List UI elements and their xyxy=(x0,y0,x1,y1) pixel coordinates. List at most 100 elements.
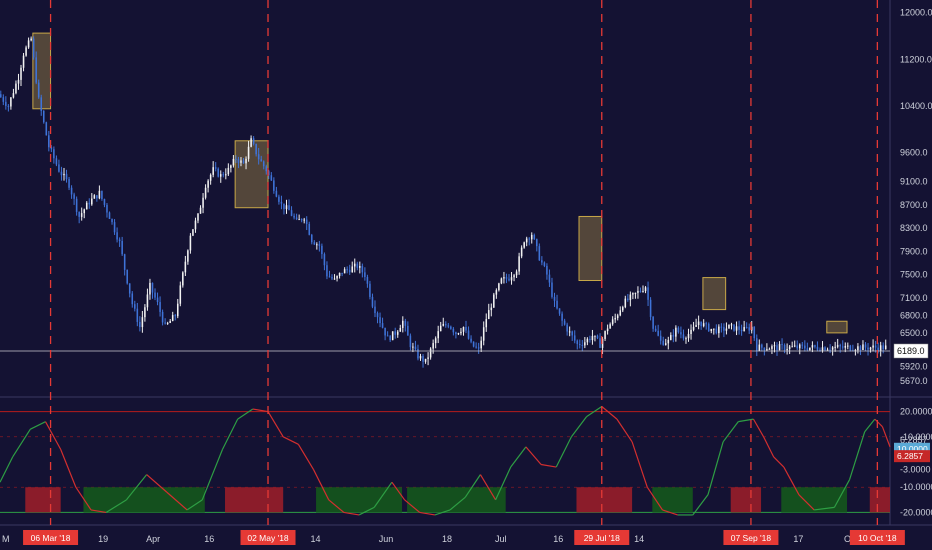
price-axis-label: 7900.0 xyxy=(900,246,928,256)
last-price-tag[interactable] xyxy=(893,343,929,359)
candle-body xyxy=(480,340,482,349)
candle-body xyxy=(874,345,877,348)
oscillator-line-segment xyxy=(30,421,46,430)
candle-body xyxy=(374,306,376,314)
candle-body xyxy=(695,325,697,327)
candle-body xyxy=(841,346,844,348)
candle-body xyxy=(156,297,159,303)
candle-body xyxy=(333,278,336,280)
time-axis-label: M xyxy=(2,534,10,544)
candle-body xyxy=(490,307,493,311)
candle-body xyxy=(308,223,311,235)
price-axis-label: 5920.0 xyxy=(900,362,928,372)
oscillator-line-segment xyxy=(105,499,127,513)
candle-body xyxy=(487,310,490,320)
candle-body xyxy=(809,347,811,350)
oscillator-axis[interactable]: 20.0000-10.00006.2857-3.00006.2857-10.00… xyxy=(894,407,932,518)
candle-body xyxy=(171,315,174,322)
candle-body xyxy=(58,164,60,172)
candle-body xyxy=(68,179,70,188)
candle-body xyxy=(702,323,705,327)
candle-body xyxy=(791,346,793,348)
oscillator-line-segment xyxy=(358,506,375,516)
oscillator-axis-label: 6.2857 xyxy=(900,435,928,445)
candle-body xyxy=(445,324,447,326)
candle-body xyxy=(801,344,804,346)
candle-body xyxy=(879,345,882,351)
candle-body xyxy=(637,290,639,293)
candle-body xyxy=(877,347,879,351)
candle-body xyxy=(733,324,735,331)
candle-body xyxy=(670,335,672,340)
candle-body xyxy=(356,263,359,268)
candle-body xyxy=(179,285,182,304)
candle-body xyxy=(667,339,670,344)
candle-body xyxy=(237,159,240,163)
candle-body xyxy=(831,347,834,350)
candle-body xyxy=(611,319,614,325)
candle-body xyxy=(399,327,402,332)
candle-body xyxy=(27,40,30,48)
candle-body xyxy=(136,308,139,322)
candle-body xyxy=(78,211,80,217)
candle-body xyxy=(503,277,505,279)
candle-body xyxy=(161,311,164,323)
price-pane[interactable] xyxy=(0,0,932,526)
candle-body xyxy=(718,326,720,334)
candle-body xyxy=(485,319,488,328)
candle-body xyxy=(568,331,571,333)
candle-body xyxy=(371,296,374,307)
candle-body xyxy=(232,158,235,166)
candle-body xyxy=(48,135,50,148)
candle-body xyxy=(369,283,371,297)
candle-body xyxy=(278,196,280,202)
candle-body xyxy=(753,326,756,339)
highlight-box xyxy=(702,277,727,311)
oscillator-line-segment xyxy=(631,441,648,488)
candle-body xyxy=(174,315,177,317)
candle-body xyxy=(515,271,518,276)
candle-body xyxy=(389,336,391,341)
candle-body xyxy=(7,105,10,107)
oscillator-value-text: 6.2857 xyxy=(897,451,923,461)
candle-body xyxy=(359,266,361,268)
candle-body xyxy=(275,190,278,197)
candle-body xyxy=(541,260,543,263)
candle-body xyxy=(260,159,262,162)
oscillator-pane[interactable] xyxy=(0,406,891,516)
candle-body xyxy=(470,338,472,342)
event-tag-label: 06 Mar '18 xyxy=(31,533,71,543)
candle-body xyxy=(581,345,584,347)
candle-body xyxy=(713,328,715,330)
oscillator-axis-label: -3.0000 xyxy=(900,465,931,475)
oscillator-line-segment xyxy=(646,486,663,511)
candle-body xyxy=(402,320,404,328)
candle-body xyxy=(482,327,485,341)
candle-body xyxy=(280,201,283,204)
candle-body xyxy=(189,235,192,251)
candle-body xyxy=(166,322,169,324)
candle-body xyxy=(690,329,692,335)
candle-body xyxy=(798,344,801,349)
candle-body xyxy=(96,195,98,199)
candle-body xyxy=(477,347,480,349)
candle-body xyxy=(139,321,141,328)
candle-body xyxy=(409,335,412,348)
time-axis-label: Apr xyxy=(146,534,160,544)
candle-body xyxy=(419,356,422,359)
candle-body xyxy=(35,57,37,83)
candle-body xyxy=(447,325,450,327)
oscillator-line-segment xyxy=(391,481,406,501)
candle-body xyxy=(533,234,536,240)
candle-body xyxy=(710,328,713,332)
oscillator-line-segment xyxy=(586,406,603,418)
candle-body xyxy=(197,213,199,221)
candle-body xyxy=(786,349,788,351)
price-axis[interactable]: 12000.0 11200.0 10400.0 9600.0 9100.0 8700.0 8… xyxy=(893,8,932,386)
candle-body xyxy=(442,324,445,326)
candle-body xyxy=(169,321,171,323)
candle-body xyxy=(288,205,290,211)
candle-body xyxy=(103,199,106,205)
candle-body xyxy=(844,346,847,348)
